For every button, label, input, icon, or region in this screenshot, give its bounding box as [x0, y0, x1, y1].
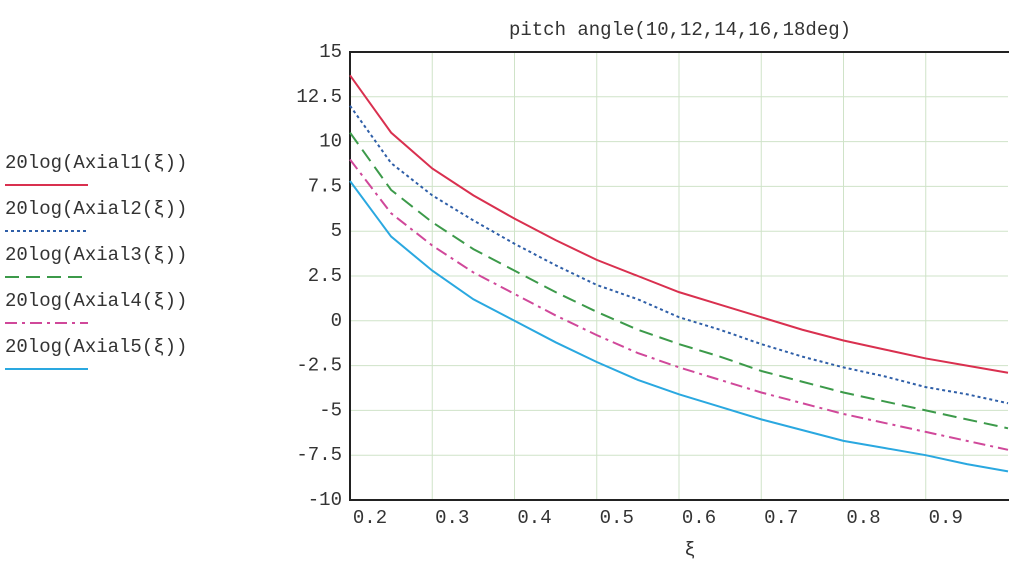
legend-label: 20log(Axial4(ξ)) — [5, 290, 187, 312]
x-tick-label: 0.4 — [517, 507, 551, 529]
y-tick-label: -2.5 — [296, 355, 342, 377]
y-tick-label: 0 — [331, 310, 342, 332]
series-line — [349, 132, 1009, 430]
x-tick-label: 0.8 — [846, 507, 880, 529]
x-tick-label: 0.5 — [600, 507, 634, 529]
x-tick-label: 0.7 — [764, 507, 798, 529]
y-tick-label: -7.5 — [296, 444, 342, 466]
chart-title: pitch angle(10,12,14,16,18deg) — [509, 19, 851, 41]
y-tick-label: 12.5 — [296, 86, 342, 108]
y-tick-label: 15 — [319, 41, 342, 63]
series-line — [349, 158, 1009, 451]
x-tick-label: 0.6 — [682, 507, 716, 529]
series-line — [349, 74, 1009, 374]
plot-frame — [349, 51, 1009, 501]
series-line — [349, 180, 1009, 473]
y-tick-label: 7.5 — [308, 175, 342, 197]
y-tick-label: 5 — [331, 220, 342, 242]
x-axis-label: ξ — [684, 539, 695, 561]
x-tick-label: 0.3 — [435, 507, 469, 529]
x-tick-label: 0.2 — [353, 507, 387, 529]
legend-label: 20log(Axial1(ξ)) — [5, 152, 187, 174]
y-tick-label: 10 — [319, 131, 342, 153]
y-tick-label: 2.5 — [308, 265, 342, 287]
y-tick-label: -10 — [308, 489, 342, 511]
legend-label: 20log(Axial2(ξ)) — [5, 198, 187, 220]
series-line — [349, 105, 1009, 405]
x-tick-label: 0.9 — [929, 507, 963, 529]
legend-label: 20log(Axial5(ξ)) — [5, 336, 187, 358]
legend-label: 20log(Axial3(ξ)) — [5, 244, 187, 266]
y-tick-label: -5 — [319, 399, 342, 421]
